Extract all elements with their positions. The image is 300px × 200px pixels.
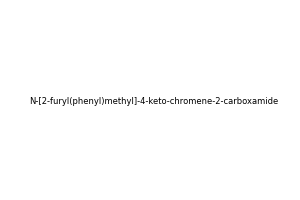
Text: N-[2-furyl(phenyl)methyl]-4-keto-chromene-2-carboxamide: N-[2-furyl(phenyl)methyl]-4-keto-chromen… — [29, 97, 278, 106]
